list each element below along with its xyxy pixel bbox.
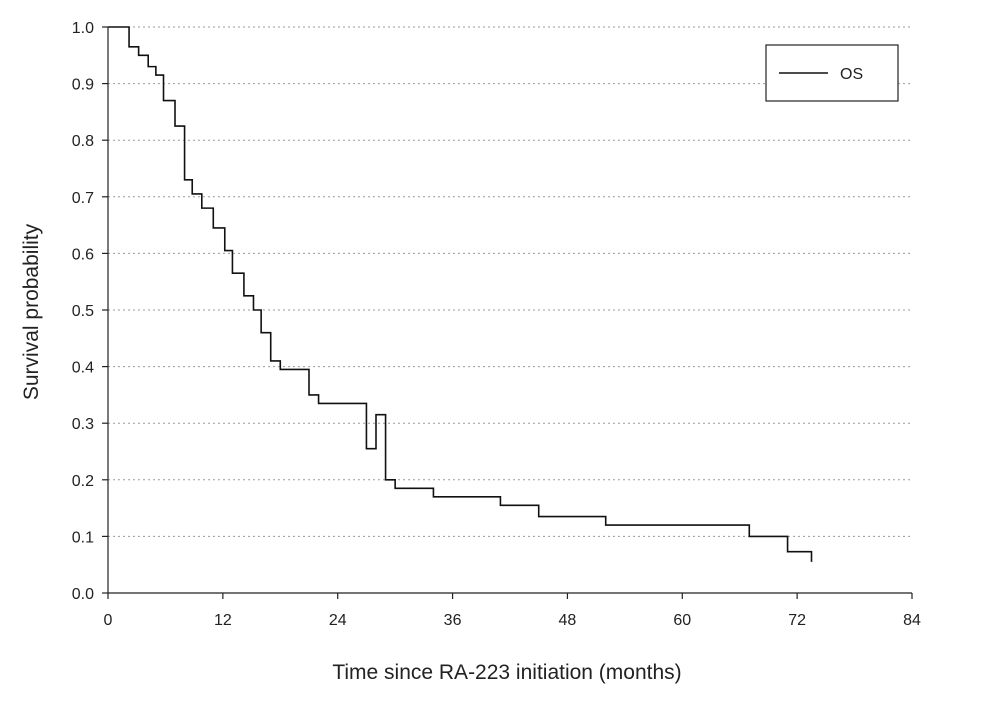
y-tick-label-9: 0.9 (72, 77, 94, 94)
x-tick-label-1: 12 (214, 612, 232, 629)
series-line-os (108, 26, 813, 562)
x-axis-title: Time since RA-223 initiation (months) (332, 661, 681, 684)
legend-label-os: OS (840, 66, 863, 83)
x-tick-label-2: 24 (329, 612, 347, 629)
series-layer (108, 26, 813, 562)
y-tick-label-4: 0.4 (72, 360, 94, 377)
x-tick-label-0: 0 (104, 612, 113, 629)
y-tick-label-5: 0.5 (72, 303, 94, 320)
x-tick-label-7: 84 (903, 612, 921, 629)
y-tick-label-10: 1.0 (72, 20, 94, 37)
y-tick-label-8: 0.8 (72, 133, 94, 150)
y-tick-label-1: 0.1 (72, 529, 94, 546)
y-tick-label-7: 0.7 (72, 190, 94, 207)
tick-labels: 0.0 0.1 0.2 0.3 0.4 0.5 0.6 0.7 0.8 0.9 1.0 0 12 24 36… (72, 20, 921, 629)
y-tick-label-2: 0.2 (72, 473, 94, 490)
x-tick-label-3: 36 (444, 612, 462, 629)
x-tick-label-6: 72 (788, 612, 806, 629)
legend: OS (765, 44, 899, 102)
x-tick-label-4: 48 (559, 612, 577, 629)
x-tick-label-5: 60 (673, 612, 691, 629)
y-tick-label-0: 0.0 (72, 586, 94, 603)
y-axis-title: Survival probability (20, 223, 43, 400)
gridlines (108, 26, 912, 537)
y-tick-label-6: 0.6 (72, 246, 94, 263)
y-tick-label-3: 0.3 (72, 416, 94, 433)
